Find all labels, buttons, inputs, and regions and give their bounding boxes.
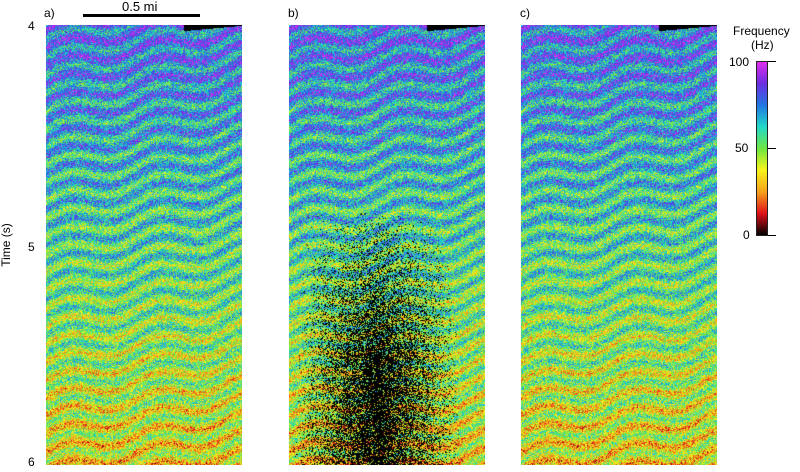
panel-label-c: c)	[520, 6, 530, 20]
scale-bar	[83, 14, 200, 17]
y-tick-6: 6	[28, 455, 35, 469]
frequency-colorbar	[756, 61, 768, 236]
colorbar-title: Frequency	[733, 24, 790, 38]
panel-label-a: a)	[44, 6, 55, 20]
panel-c-image	[521, 25, 717, 465]
colorbar-min-label: 0	[743, 228, 750, 242]
panel-a-frequency-section	[46, 25, 242, 465]
colorbar-units: (Hz)	[751, 38, 774, 52]
y-tick-5: 5	[28, 240, 35, 254]
colorbar-max-label: 100	[729, 55, 750, 69]
y-tick-4: 4	[28, 19, 35, 33]
colorbar-tick-min	[768, 235, 776, 236]
panel-b-image	[289, 25, 485, 465]
colorbar-tick-mid	[768, 148, 776, 149]
colorbar-mid-label: 50	[735, 141, 749, 155]
panel-b-frequency-section	[289, 25, 485, 465]
y-axis-label: Time (s)	[0, 223, 13, 267]
colorbar-tick-max	[768, 61, 776, 62]
panel-label-b: b)	[288, 6, 299, 20]
panel-c-frequency-section	[521, 25, 717, 465]
scale-bar-label: 0.5 mi	[122, 0, 158, 14]
panel-a-image	[46, 25, 242, 465]
